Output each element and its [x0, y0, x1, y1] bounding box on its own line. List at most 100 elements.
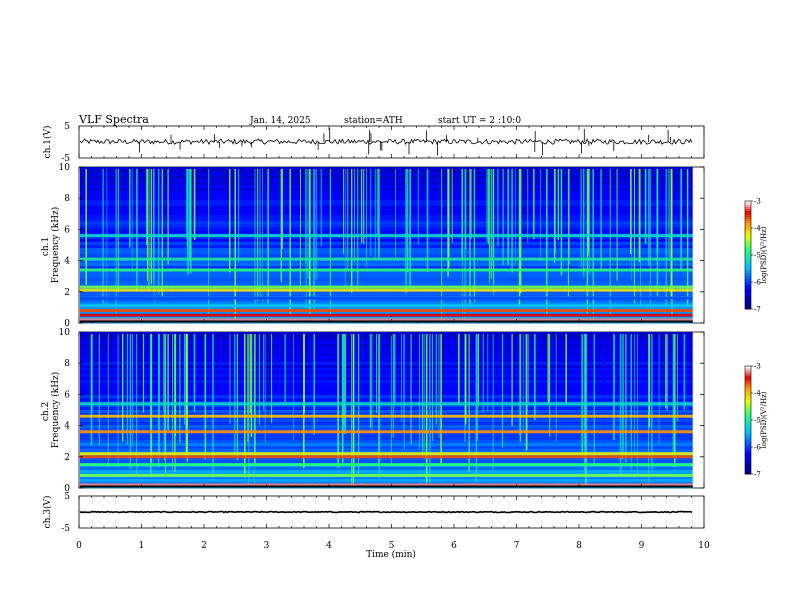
colorbar-tick-label: -6 — [754, 444, 761, 452]
dc-band — [80, 320, 693, 323]
colorbar-swatch — [745, 263, 751, 266]
ch2-ytick-2: 2 — [64, 453, 70, 463]
ch2-spectrogram-ylabel-line2: Frequency (kHz) — [50, 372, 61, 449]
colorbar-swatch — [745, 418, 751, 421]
spectrogram-row — [80, 245, 693, 249]
colorbar-swatch — [745, 414, 751, 417]
colorbar-swatch — [745, 279, 751, 282]
spectrogram-row — [80, 215, 693, 219]
colorbar-swatch — [745, 233, 751, 236]
spectrogram-row — [80, 410, 693, 414]
ch1-spectrogram-ylabel-line1: ch.1 — [41, 237, 51, 256]
spectrogram-row — [80, 338, 693, 342]
colorbar-swatch — [745, 422, 751, 425]
ch1-ytick-8: 8 — [64, 194, 70, 204]
colorbar-swatch — [745, 470, 751, 473]
xaxis-label: Time (min) — [366, 549, 416, 560]
spectrogram-row — [80, 422, 693, 426]
ch3-ytick-top: 5 — [64, 492, 70, 502]
colorbar-swatch — [745, 372, 751, 375]
colorbar-swatch — [745, 221, 751, 224]
xtick-label-1: 1 — [139, 541, 145, 551]
ch2-ytick-4: 4 — [64, 422, 70, 432]
time-axis-ticks: 0 1 2 3 4 5 6 7 8 9 10 — [76, 126, 710, 551]
colorbar-swatch — [745, 466, 751, 469]
spectrogram-row — [80, 467, 693, 471]
ch1-spectrogram-image — [80, 167, 704, 324]
colorbar-swatch — [745, 426, 751, 429]
colorbar-swatch — [745, 303, 751, 306]
spectrogram-row — [80, 260, 693, 264]
spectrogram-row — [80, 476, 693, 480]
colorbar-swatch — [745, 460, 751, 463]
colorbar-tick-label: -7 — [754, 471, 761, 479]
ch3-ytick-bottom: -5 — [61, 524, 70, 534]
colorbar-swatch — [745, 396, 751, 399]
colorbar-tick-label: -3 — [754, 198, 761, 206]
colorbar-tick-label: -5 — [754, 417, 761, 425]
ch1-waveform-panel: 5 -5 ch.1(V) — [42, 122, 705, 164]
colorbar-swatch — [745, 440, 751, 443]
frequency-band — [80, 304, 693, 308]
colorbar-swatch — [745, 370, 751, 373]
colorbar-swatch — [745, 285, 751, 288]
spectrogram-row — [80, 194, 693, 198]
frequency-band — [80, 234, 693, 238]
spectrogram-row — [80, 173, 693, 177]
spectrogram-row — [80, 374, 693, 378]
colorbar-swatch — [745, 386, 751, 389]
spectrogram-row — [80, 398, 693, 402]
colorbar-tick-label: -6 — [754, 279, 761, 287]
spectrogram-row — [80, 362, 693, 366]
ch2-ytick-10: 10 — [59, 328, 71, 338]
spectrogram-row — [80, 242, 693, 246]
spectrogram-row — [80, 356, 693, 360]
header-start-ut: start UT = 2 :10:0 — [438, 116, 521, 126]
colorbar-swatch — [745, 420, 751, 423]
spectrogram-row — [80, 197, 693, 201]
spectrogram-row — [80, 281, 693, 285]
spectrogram-row — [80, 470, 693, 474]
colorbar-swatch — [745, 245, 751, 248]
colorbar-swatch — [745, 257, 751, 260]
colorbar-swatch — [745, 374, 751, 377]
colorbar-swatch — [745, 219, 751, 222]
ch2-spectrogram-ylabel: ch.2 Frequency (kHz) — [41, 372, 61, 449]
colorbar-swatch — [745, 203, 751, 206]
colorbar-swatch — [745, 462, 751, 465]
spectrogram-row — [80, 275, 693, 279]
spectrogram-row — [80, 449, 693, 453]
colorbar-label: log(PSD)(V²/Hz) — [760, 391, 768, 448]
colorbar-swatch — [745, 444, 751, 447]
xtick-label-0: 0 — [76, 541, 82, 551]
colorbar-swatch — [745, 231, 751, 234]
frequency-band — [80, 463, 693, 467]
colorbar-swatch — [745, 416, 751, 419]
ch1-waveform-ylabel: ch.1(V) — [42, 126, 53, 159]
colorbar-swatch — [745, 400, 751, 403]
spectrogram-row — [80, 446, 693, 450]
colorbar-swatch — [745, 267, 751, 270]
spectrogram-row — [80, 191, 693, 195]
spectrogram-row — [80, 392, 693, 396]
colorbar-swatch — [745, 255, 751, 258]
spectrogram-row — [80, 434, 693, 438]
colorbar-swatch — [745, 436, 751, 439]
colorbar-tick-label: -3 — [754, 363, 761, 371]
xtick-label-6: 6 — [451, 541, 457, 551]
colorbar-swatch — [745, 293, 751, 296]
colorbar-swatch — [745, 295, 751, 298]
spectrogram-row — [80, 299, 693, 303]
frequency-band — [80, 309, 693, 312]
colorbar-swatch — [745, 446, 751, 449]
colorbar-swatch — [745, 251, 751, 254]
spectrogram-row — [80, 176, 693, 180]
ch1-ytick-4: 4 — [64, 257, 70, 267]
colorbar-swatch — [745, 249, 751, 252]
colorbar-swatch — [745, 239, 751, 242]
spectrogram-row — [80, 236, 693, 240]
spectrogram-row — [80, 428, 693, 432]
colorbar-swatch — [745, 376, 751, 379]
colorbar-swatch — [745, 366, 751, 369]
spectrogram-row — [80, 341, 693, 345]
